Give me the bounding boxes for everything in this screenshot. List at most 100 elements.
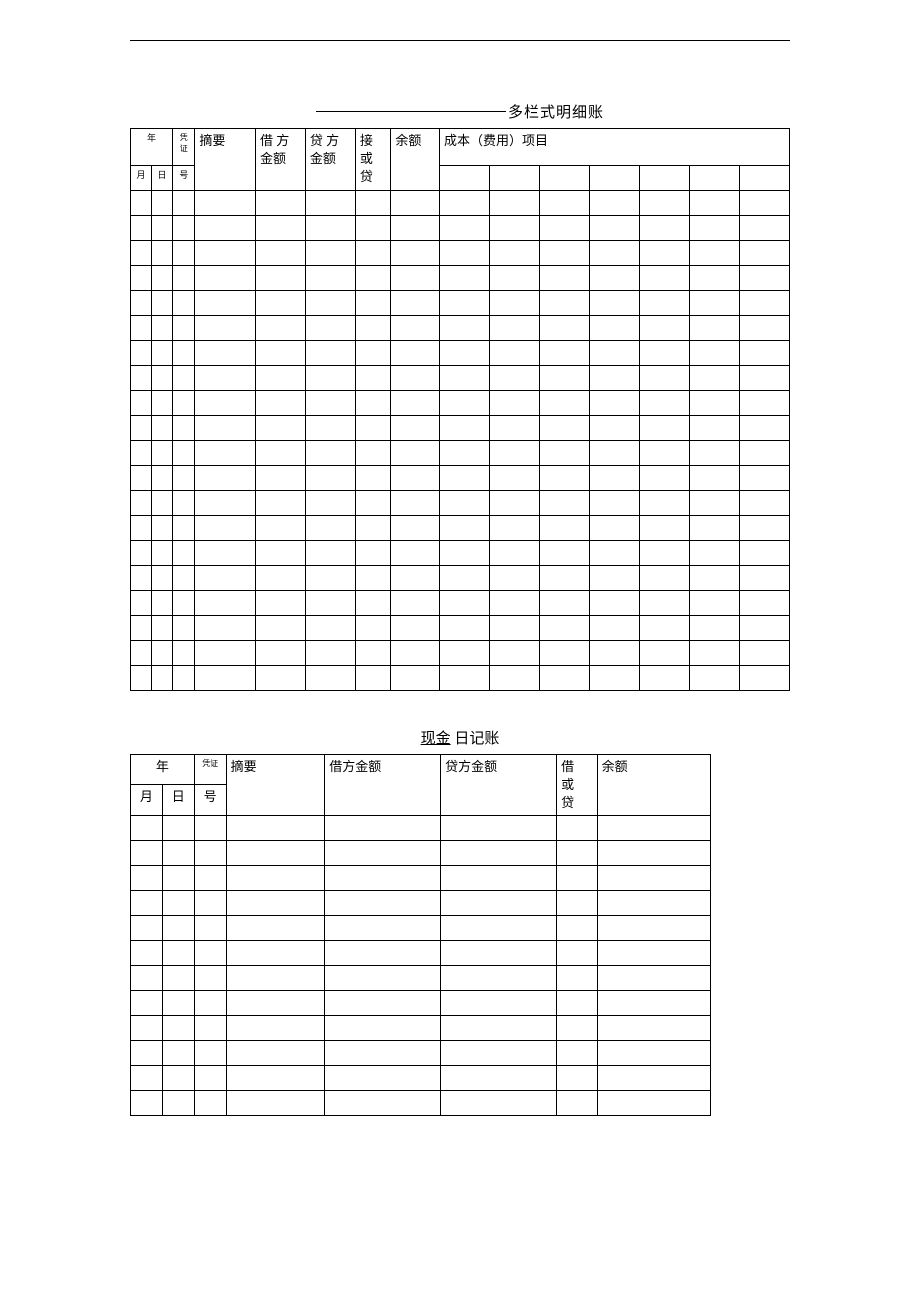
cell bbox=[173, 665, 195, 690]
cell bbox=[162, 916, 194, 941]
cell bbox=[557, 866, 598, 891]
table-row bbox=[131, 190, 790, 215]
cell bbox=[739, 240, 789, 265]
cell bbox=[391, 415, 440, 440]
cell bbox=[152, 315, 173, 340]
cell bbox=[589, 215, 639, 240]
hdr2-doc-l1: 借 bbox=[561, 759, 574, 774]
cell bbox=[440, 340, 490, 365]
cell bbox=[131, 991, 163, 1016]
cell bbox=[440, 490, 490, 515]
cell bbox=[557, 941, 598, 966]
cell bbox=[325, 1041, 441, 1066]
cell bbox=[255, 365, 305, 390]
cell bbox=[639, 340, 689, 365]
cell bbox=[490, 340, 540, 365]
table-row bbox=[131, 966, 711, 991]
cell bbox=[440, 615, 490, 640]
cell bbox=[131, 465, 152, 490]
cell bbox=[195, 365, 256, 390]
cell bbox=[589, 640, 639, 665]
cell bbox=[490, 515, 540, 540]
cell bbox=[131, 390, 152, 415]
cell bbox=[226, 1041, 325, 1066]
cell bbox=[589, 190, 639, 215]
cell bbox=[639, 640, 689, 665]
cell bbox=[391, 540, 440, 565]
cell bbox=[597, 1091, 710, 1116]
cell bbox=[152, 240, 173, 265]
cell bbox=[440, 465, 490, 490]
cell bbox=[255, 190, 305, 215]
table-row bbox=[131, 490, 790, 515]
cell bbox=[539, 465, 589, 490]
cell bbox=[195, 215, 256, 240]
cell bbox=[355, 290, 391, 315]
cell bbox=[226, 1066, 325, 1091]
cell bbox=[589, 465, 639, 490]
cell bbox=[639, 540, 689, 565]
cell bbox=[391, 190, 440, 215]
hdr-year: 年 bbox=[131, 129, 173, 166]
cell bbox=[152, 565, 173, 590]
cell bbox=[325, 916, 441, 941]
cell bbox=[355, 515, 391, 540]
cell bbox=[195, 590, 256, 615]
cell bbox=[441, 1091, 557, 1116]
cell bbox=[597, 891, 710, 916]
cell bbox=[131, 665, 152, 690]
cell bbox=[305, 240, 355, 265]
cell bbox=[255, 665, 305, 690]
cell bbox=[162, 1041, 194, 1066]
hdr-voucher-text: 凭证 bbox=[180, 133, 188, 153]
table-row bbox=[131, 1016, 711, 1041]
cell bbox=[739, 615, 789, 640]
table-row bbox=[131, 515, 790, 540]
hdr-credit: 贷 方 金额 bbox=[305, 129, 355, 191]
cell bbox=[689, 515, 739, 540]
cell bbox=[152, 640, 173, 665]
cell bbox=[131, 515, 152, 540]
table-row bbox=[131, 290, 790, 315]
multi-column-ledger-table: 年 凭证 摘要 借 方 金额 贷 方 金额 接 或 贷 余额 bbox=[130, 128, 790, 691]
cell bbox=[162, 866, 194, 891]
cell bbox=[255, 440, 305, 465]
cell bbox=[557, 891, 598, 916]
table-row bbox=[131, 991, 711, 1016]
cell bbox=[194, 1091, 226, 1116]
cell bbox=[490, 290, 540, 315]
cell bbox=[152, 290, 173, 315]
cell bbox=[589, 665, 639, 690]
cell bbox=[689, 340, 739, 365]
cell bbox=[152, 415, 173, 440]
cell bbox=[173, 240, 195, 265]
table-row bbox=[131, 390, 790, 415]
cell bbox=[441, 916, 557, 941]
cell bbox=[739, 340, 789, 365]
cell bbox=[589, 240, 639, 265]
cell bbox=[173, 465, 195, 490]
cell bbox=[325, 1066, 441, 1091]
cell bbox=[539, 190, 589, 215]
cell bbox=[689, 315, 739, 340]
cell bbox=[440, 365, 490, 390]
cell bbox=[131, 365, 152, 390]
cell bbox=[131, 891, 163, 916]
table-row bbox=[131, 565, 790, 590]
cell bbox=[391, 665, 440, 690]
table2-title-underlined: 现金 bbox=[421, 731, 451, 747]
cell bbox=[689, 465, 739, 490]
cell bbox=[597, 1041, 710, 1066]
cell bbox=[195, 640, 256, 665]
cell bbox=[391, 640, 440, 665]
hdr2-debit: 借方金额 bbox=[325, 754, 441, 816]
cell bbox=[539, 490, 589, 515]
cell bbox=[391, 290, 440, 315]
cell bbox=[539, 665, 589, 690]
table-row bbox=[131, 916, 711, 941]
cell bbox=[441, 841, 557, 866]
cell bbox=[131, 1041, 163, 1066]
cell bbox=[162, 941, 194, 966]
cell bbox=[255, 215, 305, 240]
cell bbox=[226, 941, 325, 966]
